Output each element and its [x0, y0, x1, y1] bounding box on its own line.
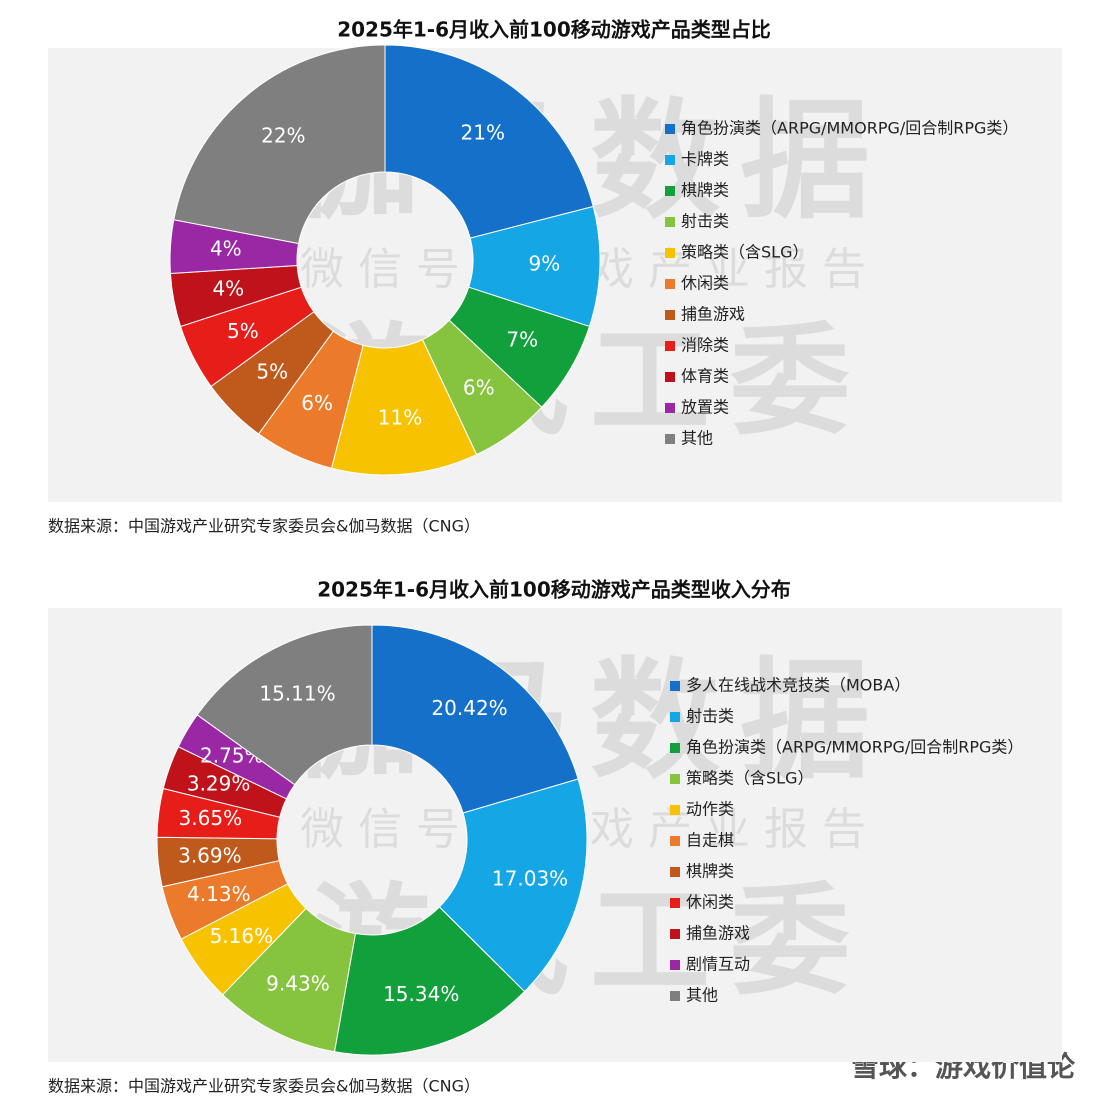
legend-label: 角色扮演类（ARPG/MMORPG/回合制RPG类）: [686, 738, 1023, 757]
legend-swatch: [665, 217, 675, 227]
legend-swatch: [670, 681, 680, 691]
slice-label: 17.03%: [492, 866, 568, 890]
slice-label: 3.69%: [178, 843, 242, 867]
slice-label: 5.16%: [210, 924, 274, 948]
slice-label: 6%: [301, 391, 333, 415]
donut-slice: [173, 44, 386, 245]
legend-label: 放置类: [681, 398, 729, 417]
watermark: 微信号：游戏产业报告: [300, 804, 880, 855]
legend-swatch: [665, 186, 675, 196]
legend-swatch: [670, 774, 680, 784]
legend-label: 休闲类: [681, 274, 729, 293]
legend-label: 休闲类: [686, 893, 734, 912]
chart-title: 2025年1-6月收入前100移动游戏产品类型收入分布: [317, 578, 791, 602]
legend-swatch: [670, 991, 680, 1001]
legend-swatch: [670, 743, 680, 753]
slice-label: 4%: [210, 236, 242, 260]
legend-swatch: [670, 960, 680, 970]
legend-swatch: [665, 341, 675, 351]
legend-swatch: [665, 279, 675, 289]
legend-label: 捕鱼游戏: [681, 305, 745, 324]
legend-swatch: [665, 155, 675, 165]
legend-label: 消除类: [681, 336, 729, 355]
slice-label: 22%: [261, 124, 305, 148]
legend-label: 多人在线战术竞技类（MOBA）: [686, 676, 910, 695]
legend-swatch: [665, 248, 675, 258]
legend-label: 其他: [686, 986, 718, 1005]
legend-label: 射击类: [681, 212, 729, 231]
legend-swatch: [665, 434, 675, 444]
slice-label: 5%: [256, 359, 288, 383]
legend-label: 角色扮演类（ARPG/MMORPG/回合制RPG类）: [681, 119, 1018, 138]
slice-label: 3.65%: [179, 806, 243, 830]
legend-swatch: [670, 712, 680, 722]
slice-label: 20.42%: [431, 696, 507, 720]
slice-label: 11%: [378, 405, 422, 429]
chart-title: 2025年1-6月收入前100移动游戏产品类型占比: [337, 18, 771, 42]
legend-label: 棋牌类: [686, 862, 734, 881]
legend-label: 卡牌类: [681, 150, 729, 169]
legend-label: 策略类（含SLG）: [681, 243, 808, 262]
donut-slice: [330, 338, 478, 476]
legend-swatch: [665, 372, 675, 382]
slice-label: 7%: [506, 328, 538, 352]
legend-label: 射击类: [686, 707, 734, 726]
slice-label: 9.43%: [266, 972, 330, 996]
slice-label: 4.13%: [187, 882, 251, 906]
slice-label: 15.11%: [259, 682, 335, 706]
legend-label: 捕鱼游戏: [686, 924, 750, 943]
donut-slice: [333, 906, 526, 1056]
donut-slice: [196, 624, 373, 786]
legend-swatch: [665, 124, 675, 134]
slice-label: 15.34%: [383, 982, 459, 1006]
legend-swatch: [665, 403, 675, 413]
legend-label: 棋牌类: [681, 181, 729, 200]
slice-label: 4%: [212, 276, 244, 300]
legend-label: 其他: [681, 429, 713, 448]
donut-slice: [438, 778, 588, 993]
legend-swatch: [670, 805, 680, 815]
donut-slice: [384, 44, 594, 239]
source-note: 数据来源：中国游戏产业研究专家委员会&伽马数据（CNG）: [48, 1077, 480, 1096]
slice-label: 9%: [529, 252, 561, 276]
legend-label: 动作类: [686, 800, 734, 819]
slice-label: 21%: [461, 120, 505, 144]
legend-label: 体育类: [681, 367, 729, 386]
legend-swatch: [670, 898, 680, 908]
legend-label: 策略类（含SLG）: [686, 769, 813, 788]
slice-label: 6%: [463, 376, 495, 400]
legend-swatch: [670, 929, 680, 939]
legend-swatch: [670, 867, 680, 877]
donut-slice: [371, 624, 579, 814]
legend-label: 自走棋: [686, 831, 734, 850]
legend-label: 剧情互动: [686, 955, 750, 974]
legend-swatch: [665, 310, 675, 320]
legend-swatch: [670, 836, 680, 846]
source-note: 数据来源：中国游戏产业研究专家委员会&伽马数据（CNG）: [48, 517, 480, 536]
slice-label: 5%: [227, 319, 259, 343]
